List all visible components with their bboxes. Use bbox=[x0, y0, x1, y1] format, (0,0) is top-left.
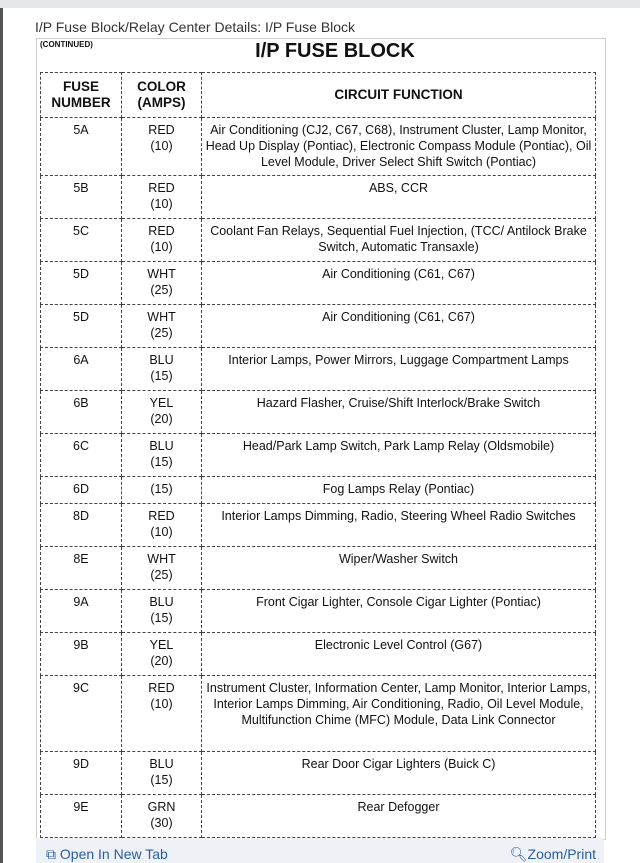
fuse-number: 6A bbox=[40, 347, 122, 391]
table-row: 9A BLU (15) Front Cigar Lighter, Console … bbox=[40, 589, 596, 633]
document-title: I/P FUSE BLOCK bbox=[255, 40, 415, 62]
circuit-function: Instrument Cluster, Information Center, … bbox=[201, 675, 596, 752]
fuse-number: 5D bbox=[40, 304, 122, 348]
fuse-number: 5C bbox=[40, 218, 122, 262]
circuit-function: Air Conditioning (C61, C67) bbox=[201, 304, 596, 348]
fuse-number: 5A bbox=[40, 117, 122, 176]
circuit-function: Rear Door Cigar Lighters (Buick C) bbox=[201, 751, 596, 795]
continued-label: (CONTINUED) bbox=[40, 40, 93, 49]
fuse-color-amps: RED (10) bbox=[121, 218, 202, 262]
table-row: 8D RED (10) Interior Lamps Dimming, Radio… bbox=[40, 503, 596, 547]
table-row: 9E GRN (30) Rear Defogger bbox=[40, 794, 596, 838]
fuse-color-amps: BLU (15) bbox=[121, 347, 202, 391]
fuse-color-amps: RED (10) bbox=[121, 175, 202, 219]
open-new-tab-link[interactable]: ⧉ Open In New Tab bbox=[46, 846, 168, 862]
table-row: 9D BLU (15) Rear Door Cigar Lighters (Bui… bbox=[40, 751, 596, 795]
fuse-color-amps: (15) bbox=[121, 476, 202, 504]
circuit-function: ABS, CCR bbox=[201, 175, 596, 219]
table-row: 5D WHT (25) Air Conditioning (C61, C67) bbox=[40, 261, 596, 305]
fuse-color-amps: GRN (30) bbox=[121, 794, 202, 838]
circuit-function: Hazard Flasher, Cruise/Shift Interlock/B… bbox=[201, 390, 596, 434]
fuse-number: 6C bbox=[40, 433, 122, 477]
circuit-function: Head/Park Lamp Switch, Park Lamp Relay (… bbox=[201, 433, 596, 477]
table-row: 6B YEL (20) Hazard Flasher, Cruise/Shift … bbox=[40, 390, 596, 434]
fuse-color-amps: YEL (20) bbox=[121, 632, 202, 676]
table-row: 6A BLU (15) Interior Lamps, Power Mirrors… bbox=[40, 347, 596, 391]
circuit-function: Interior Lamps, Power Mirrors, Luggage C… bbox=[201, 347, 596, 391]
fuse-number: 9D bbox=[40, 751, 122, 795]
table-row: 5A RED (10) Air Conditioning (CJ2, C67, C… bbox=[40, 117, 596, 176]
fuse-color-amps: BLU (15) bbox=[121, 433, 202, 477]
page-title: I/P Fuse Block/Relay Center Details: I/P… bbox=[35, 19, 356, 35]
fuse-number: 8D bbox=[40, 503, 122, 547]
table-header: FUSE NUMBER COLOR (AMPS) CIRCUIT FUNCTION bbox=[40, 72, 596, 118]
fuse-color-amps: WHT (25) bbox=[121, 304, 202, 348]
zoom-print-link[interactable]: 🔍︎Zoom/Print bbox=[509, 846, 596, 862]
top-bar bbox=[0, 0, 640, 8]
fuse-color-amps: WHT (25) bbox=[121, 546, 202, 590]
open-new-tab-icon: ⧉ bbox=[46, 846, 56, 862]
circuit-function: Fog Lamps Relay (Pontiac) bbox=[201, 476, 596, 504]
fuse-color-amps: RED (10) bbox=[121, 503, 202, 547]
fuse-color-amps: RED (10) bbox=[121, 117, 202, 176]
fuse-number: 9A bbox=[40, 589, 122, 633]
fuse-number: 9E bbox=[40, 794, 122, 838]
circuit-function: Coolant Fan Relays, Sequential Fuel Inje… bbox=[201, 218, 596, 262]
header-fuse: FUSE NUMBER bbox=[40, 72, 122, 118]
circuit-function: Wiper/Washer Switch bbox=[201, 546, 596, 590]
fuse-color-amps: YEL (20) bbox=[121, 390, 202, 434]
fuse-color-amps: BLU (15) bbox=[121, 589, 202, 633]
fuse-table: FUSE NUMBER COLOR (AMPS) CIRCUIT FUNCTION … bbox=[40, 72, 596, 838]
fuse-number: 5B bbox=[40, 175, 122, 219]
fuse-number: 9C bbox=[40, 675, 122, 752]
circuit-function: Electronic Level Control (G67) bbox=[201, 632, 596, 676]
fuse-number: 5D bbox=[40, 261, 122, 305]
fuse-color-amps: WHT (25) bbox=[121, 261, 202, 305]
fuse-number: 6B bbox=[40, 390, 122, 434]
circuit-function: Interior Lamps Dimming, Radio, Steering … bbox=[201, 503, 596, 547]
circuit-function: Air Conditioning (C61, C67) bbox=[201, 261, 596, 305]
table-row: 6C BLU (15) Head/Park Lamp Switch, Park L… bbox=[40, 433, 596, 477]
table-row: 9B YEL (20) Electronic Level Control (G67… bbox=[40, 632, 596, 676]
table-row: 8E WHT (25) Wiper/Washer Switch bbox=[40, 546, 596, 590]
circuit-function: Rear Defogger bbox=[201, 794, 596, 838]
fuse-number: 6D bbox=[40, 476, 122, 504]
header-color: COLOR (AMPS) bbox=[121, 72, 202, 118]
zoom-in-icon: 🔍︎ bbox=[509, 846, 528, 862]
footer-bar bbox=[36, 838, 604, 863]
fuse-color-amps: BLU (15) bbox=[121, 751, 202, 795]
fuse-color-amps: RED (10) bbox=[121, 675, 202, 752]
circuit-function: Air Conditioning (CJ2, C67, C68), Instru… bbox=[201, 117, 596, 176]
table-row: 6D (15) Fog Lamps Relay (Pontiac) bbox=[40, 476, 596, 504]
fuse-number: 8E bbox=[40, 546, 122, 590]
table-row: 5B RED (10) ABS, CCR bbox=[40, 175, 596, 219]
circuit-function: Front Cigar Lighter, Console Cigar Light… bbox=[201, 589, 596, 633]
header-function: CIRCUIT FUNCTION bbox=[201, 72, 596, 118]
table-row: 9C RED (10) Instrument Cluster, Informati… bbox=[40, 675, 596, 752]
table-row: 5C RED (10) Coolant Fan Relays, Sequentia… bbox=[40, 218, 596, 262]
table-row: 5D WHT (25) Air Conditioning (C61, C67) bbox=[40, 304, 596, 348]
window-edge bbox=[0, 8, 3, 863]
fuse-number: 9B bbox=[40, 632, 122, 676]
